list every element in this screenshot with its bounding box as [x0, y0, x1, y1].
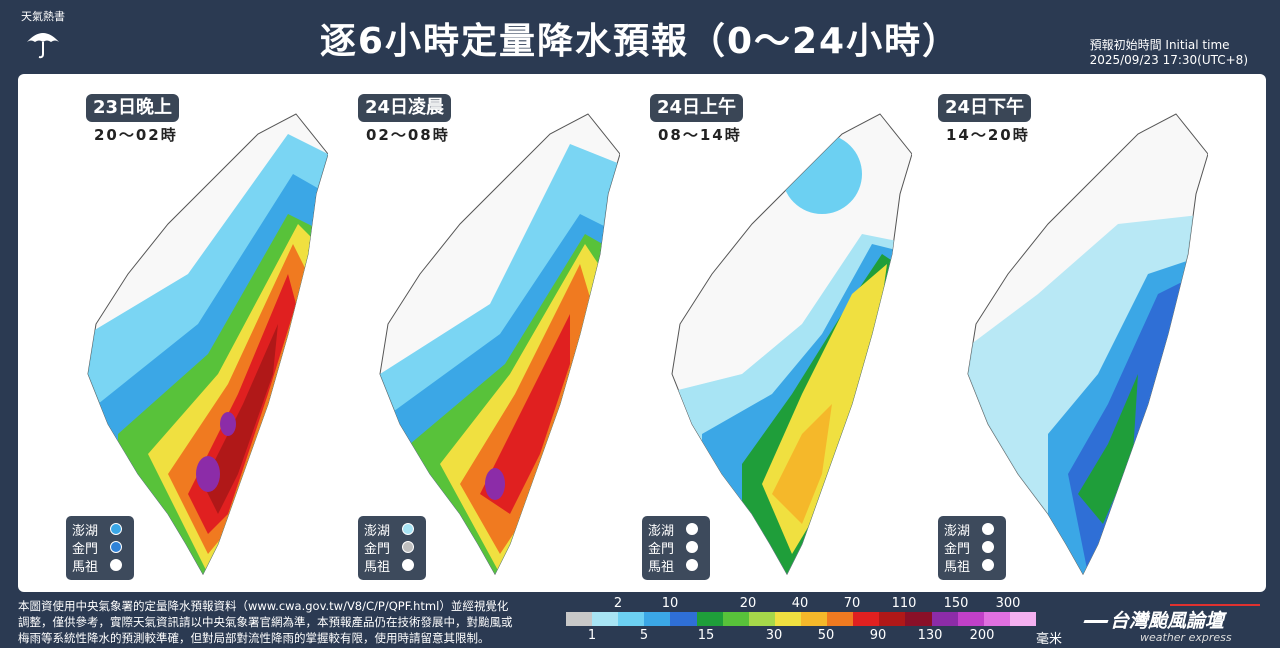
initial-time: 預報初始時間 Initial time 2025/09/23 17:30(UTC… [1090, 38, 1248, 68]
forecast-panel-4: 24日下午 14～20時 澎湖 金門 馬祖 [918, 74, 1208, 592]
legend-label: 110 [891, 596, 917, 611]
island-dot [402, 559, 414, 571]
island-row: 金門 [648, 538, 704, 557]
island-row: 金門 [944, 538, 1000, 557]
taiwan-rainfall-map [671, 113, 912, 576]
taiwan-rainfall-map [967, 113, 1208, 576]
brand-subtitle: weather express [1140, 631, 1232, 644]
logo-text: 天氣熱書 [21, 10, 65, 23]
panel-date-tag: 24日上午 [650, 94, 744, 122]
legend-color-bar [566, 612, 1036, 626]
brand-accent [1170, 604, 1260, 606]
legend-label: 20 [739, 596, 757, 611]
panel-date-tag: 24日下午 [938, 94, 1032, 122]
taiwan-rainfall-map [379, 113, 620, 576]
island-row: 馬祖 [648, 556, 704, 575]
umbrella-icon [27, 33, 59, 59]
legend-label: 150 [943, 596, 969, 611]
island-row: 澎湖 [72, 520, 128, 539]
panel-time-range: 14～20時 [946, 126, 1030, 144]
legend-label: 30 [765, 628, 783, 643]
islands-legend: 澎湖 金門 馬祖 [358, 516, 426, 580]
island-dot [686, 559, 698, 571]
panel-time-range: 08～14時 [658, 126, 742, 144]
brand-name: 台灣颱風論壇 [1110, 610, 1225, 632]
brand-logo: 台灣颱風論壇 weather express [1083, 604, 1270, 644]
legend-label: 15 [697, 628, 715, 643]
taiwan-rainfall-map [87, 113, 328, 576]
forecast-panels: 23日晚上 20～02時 澎湖 金門 馬祖 24日凌晨 02～08 [18, 74, 1266, 592]
initial-time-label: 預報初始時間 Initial time [1089, 38, 1230, 52]
island-dot [982, 541, 994, 553]
legend-label: 5 [639, 628, 649, 643]
island-row: 馬祖 [944, 556, 1000, 575]
islands-legend: 澎湖 金門 馬祖 [66, 516, 134, 580]
island-row: 金門 [364, 538, 420, 557]
island-dot [110, 523, 122, 535]
island-row: 金門 [72, 538, 128, 557]
island-dot [686, 523, 698, 535]
legend-bottom-labels: 1 5 15 30 50 90 130 200 [566, 628, 1036, 644]
island-row: 馬祖 [72, 556, 128, 575]
page-title: 逐6小時定量降水預報（0～24小時） [319, 21, 961, 62]
island-row: 澎湖 [648, 520, 704, 539]
legend-label: 50 [817, 628, 835, 643]
island-dot [110, 541, 122, 553]
island-row: 澎湖 [944, 520, 1000, 539]
panel-date-tag: 24日凌晨 [358, 94, 452, 122]
forecast-panel-3: 24日上午 08～14時 澎湖 金門 馬祖 [622, 74, 912, 592]
legend-unit: 毫米 [1036, 632, 1063, 647]
initial-time-value: 2025/09/23 17:30(UTC+8) [1089, 53, 1248, 67]
legend-label: 10 [661, 596, 679, 611]
legend-label: 130 [917, 628, 943, 643]
legend-label: 200 [969, 628, 995, 643]
island-dot [402, 541, 414, 553]
islands-legend: 澎湖 金門 馬祖 [938, 516, 1006, 580]
island-row: 澎湖 [364, 520, 420, 539]
island-dot [110, 559, 122, 571]
island-dot [982, 523, 994, 535]
logo: 天氣熱書 [14, 6, 72, 66]
islands-legend: 澎湖 金門 馬祖 [642, 516, 710, 580]
rainfall-legend: 2 10 20 40 70 110 150 300 1 5 15 30 50 9… [566, 596, 1036, 646]
legend-label: 2 [613, 596, 623, 611]
forecast-panel-2: 24日凌晨 02～08時 澎湖 金門 馬祖 [330, 74, 620, 592]
panel-date-tag: 23日晚上 [86, 94, 180, 122]
island-dot [982, 559, 994, 571]
disclaimer-note: 本圖資使用中央氣象署的定量降水預報資料（www.cwa.gov.tw/V8/C/… [18, 599, 513, 645]
legend-label: 300 [995, 596, 1021, 611]
panel-time-range: 20～02時 [94, 126, 178, 144]
brand-dash [1083, 620, 1109, 623]
island-row: 馬祖 [364, 556, 420, 575]
island-dot [686, 541, 698, 553]
legend-label: 40 [791, 596, 809, 611]
island-dot [402, 523, 414, 535]
legend-label: 90 [869, 628, 887, 643]
legend-label: 1 [587, 628, 597, 643]
forecast-panel-1: 23日晚上 20～02時 澎湖 金門 馬祖 [38, 74, 328, 592]
panel-time-range: 02～08時 [366, 126, 450, 144]
legend-label: 70 [843, 596, 861, 611]
legend-top-labels: 2 10 20 40 70 110 150 300 [566, 596, 1036, 612]
